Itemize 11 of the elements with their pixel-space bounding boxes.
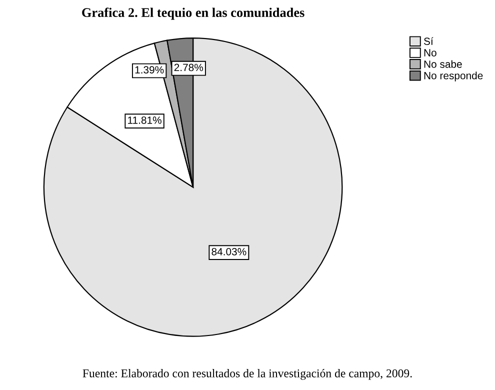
source-note: Fuente: Elaborado con resultados de la investigación de campo, 2009.	[82, 369, 412, 380]
legend-label: No	[424, 49, 436, 56]
pie-slice	[43, 38, 343, 337]
data-label: 2.78%	[174, 64, 204, 72]
legend-label: Sí	[424, 37, 434, 46]
data-label: 84.03%	[212, 248, 246, 256]
data-label: 11.81%	[128, 116, 162, 124]
chart-title: Grafica 2. El tequio en las comunidades	[82, 8, 304, 20]
legend-label: No responde	[424, 72, 483, 82]
legend-label: No sabe	[424, 60, 462, 68]
data-label: 1.39%	[135, 66, 164, 74]
